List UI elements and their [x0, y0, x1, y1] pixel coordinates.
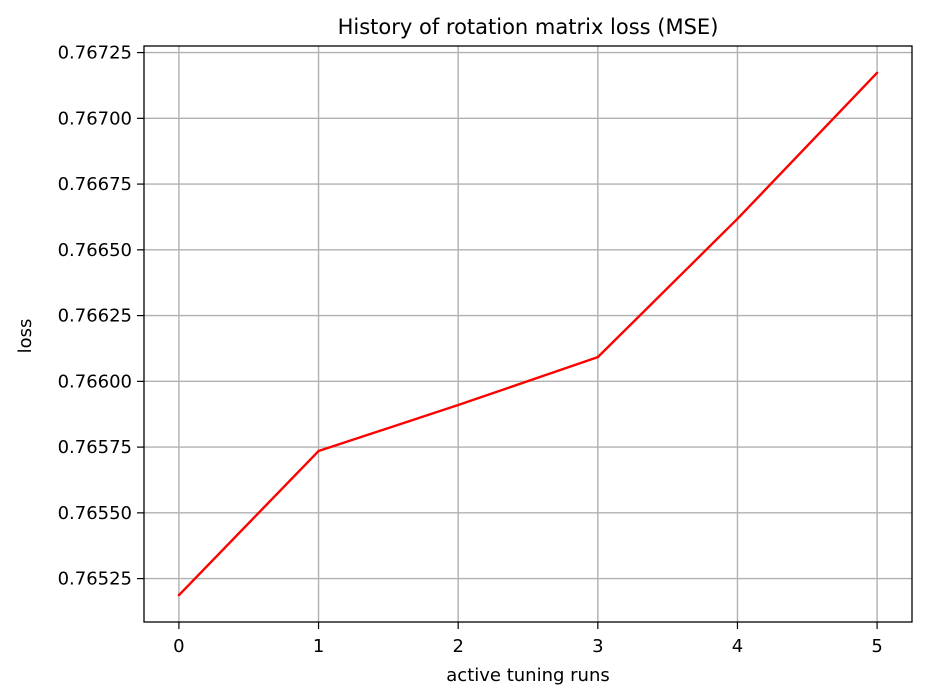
series-line [178, 72, 878, 597]
y-axis-label: loss [15, 319, 36, 354]
x-tick-label: 1 [313, 636, 324, 657]
data-point [177, 593, 181, 597]
plot-frame [143, 45, 913, 623]
ticks-layer: 0 1 2 3 4 5 0.76525 0.76550 0.76575 0.76600 0.7662… [58, 43, 883, 657]
x-tick-label: 0 [173, 636, 184, 657]
x-axis-label: active tuning runs [446, 665, 609, 686]
y-tick-label: 0.76525 [58, 569, 132, 590]
y-tick-label: 0.76700 [58, 108, 132, 129]
y-tick-label: 0.76600 [58, 371, 132, 392]
y-tick-label: 0.76650 [58, 240, 132, 261]
y-tick-label: 0.76575 [58, 437, 132, 458]
series-layer [177, 71, 879, 597]
grid-layer [144, 46, 912, 622]
x-tick-label: 3 [592, 636, 603, 657]
data-point [596, 355, 600, 359]
y-tick-label: 0.76625 [58, 306, 132, 327]
y-tick-label: 0.76550 [58, 503, 132, 524]
data-point [736, 217, 739, 220]
data-point [317, 449, 320, 453]
data-point [875, 71, 879, 75]
x-tick-label: 2 [452, 636, 463, 657]
x-tick-label: 5 [871, 636, 882, 657]
x-tick-label: 4 [732, 636, 743, 657]
chart-title: History of rotation matrix loss (MSE) [338, 15, 719, 39]
data-point [456, 403, 460, 407]
y-tick-label: 0.76675 [58, 174, 132, 195]
y-tick-label: 0.76725 [58, 43, 132, 64]
